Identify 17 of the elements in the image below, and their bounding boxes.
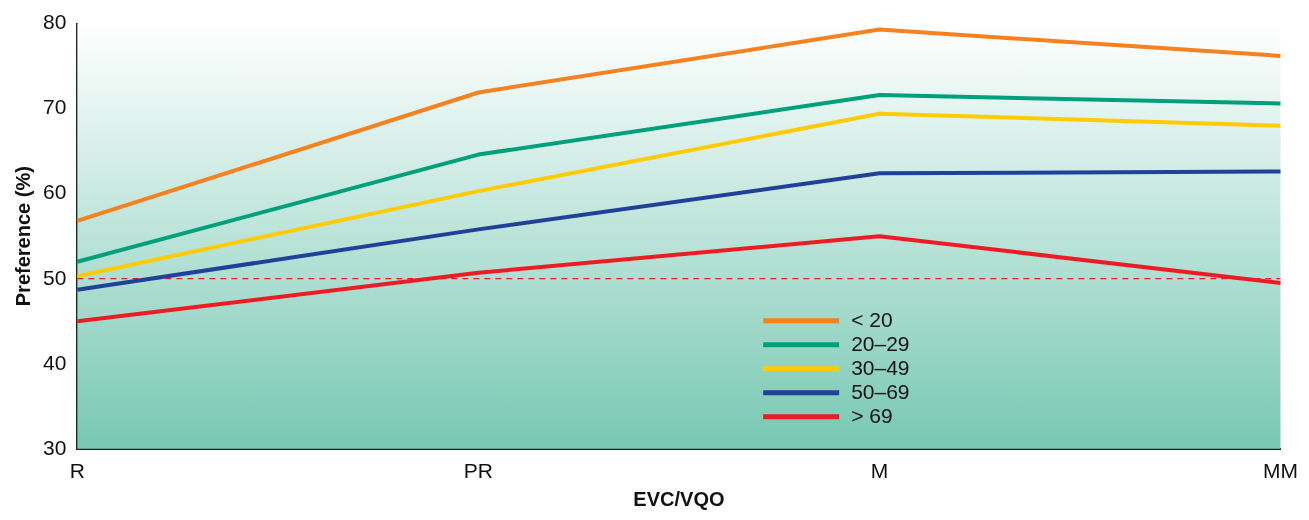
y-tick-label: 70 (43, 95, 67, 119)
y-tick-label: 30 (43, 435, 67, 459)
legend-label: 50–69 (851, 379, 910, 403)
x-tick-label: MM (1263, 459, 1299, 483)
x-tick-label: R (69, 459, 85, 483)
legend-label: 20–29 (851, 331, 910, 355)
y-tick-label: 40 (43, 350, 67, 374)
x-axis-title: EVC/VQO (633, 487, 725, 510)
legend-label: < 20 (851, 307, 893, 331)
y-tick-label: 80 (43, 10, 67, 34)
y-tick-label: 50 (43, 265, 67, 289)
legend-label: > 69 (851, 403, 893, 427)
x-tick-label: M (870, 459, 889, 483)
legend-label: 30–49 (851, 355, 910, 379)
y-axis-title: Preference (%) (11, 166, 34, 307)
x-tick-label: PR (463, 459, 493, 483)
y-tick-label: 60 (43, 180, 67, 204)
